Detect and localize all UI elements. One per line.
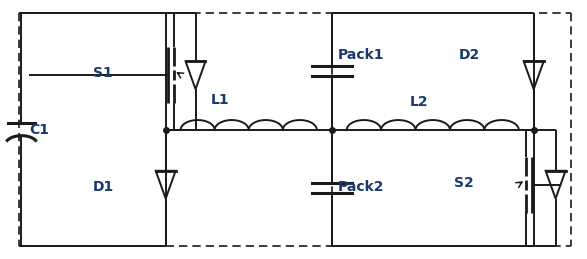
Text: Pack2: Pack2 [338,180,384,194]
Text: D2: D2 [459,48,480,62]
Text: L1: L1 [211,93,230,107]
Text: L2: L2 [410,95,429,109]
Text: D1: D1 [93,180,114,194]
Text: S2: S2 [454,176,474,190]
Text: C1: C1 [29,123,49,137]
Text: Pack1: Pack1 [338,48,384,62]
Text: S1: S1 [93,66,113,80]
